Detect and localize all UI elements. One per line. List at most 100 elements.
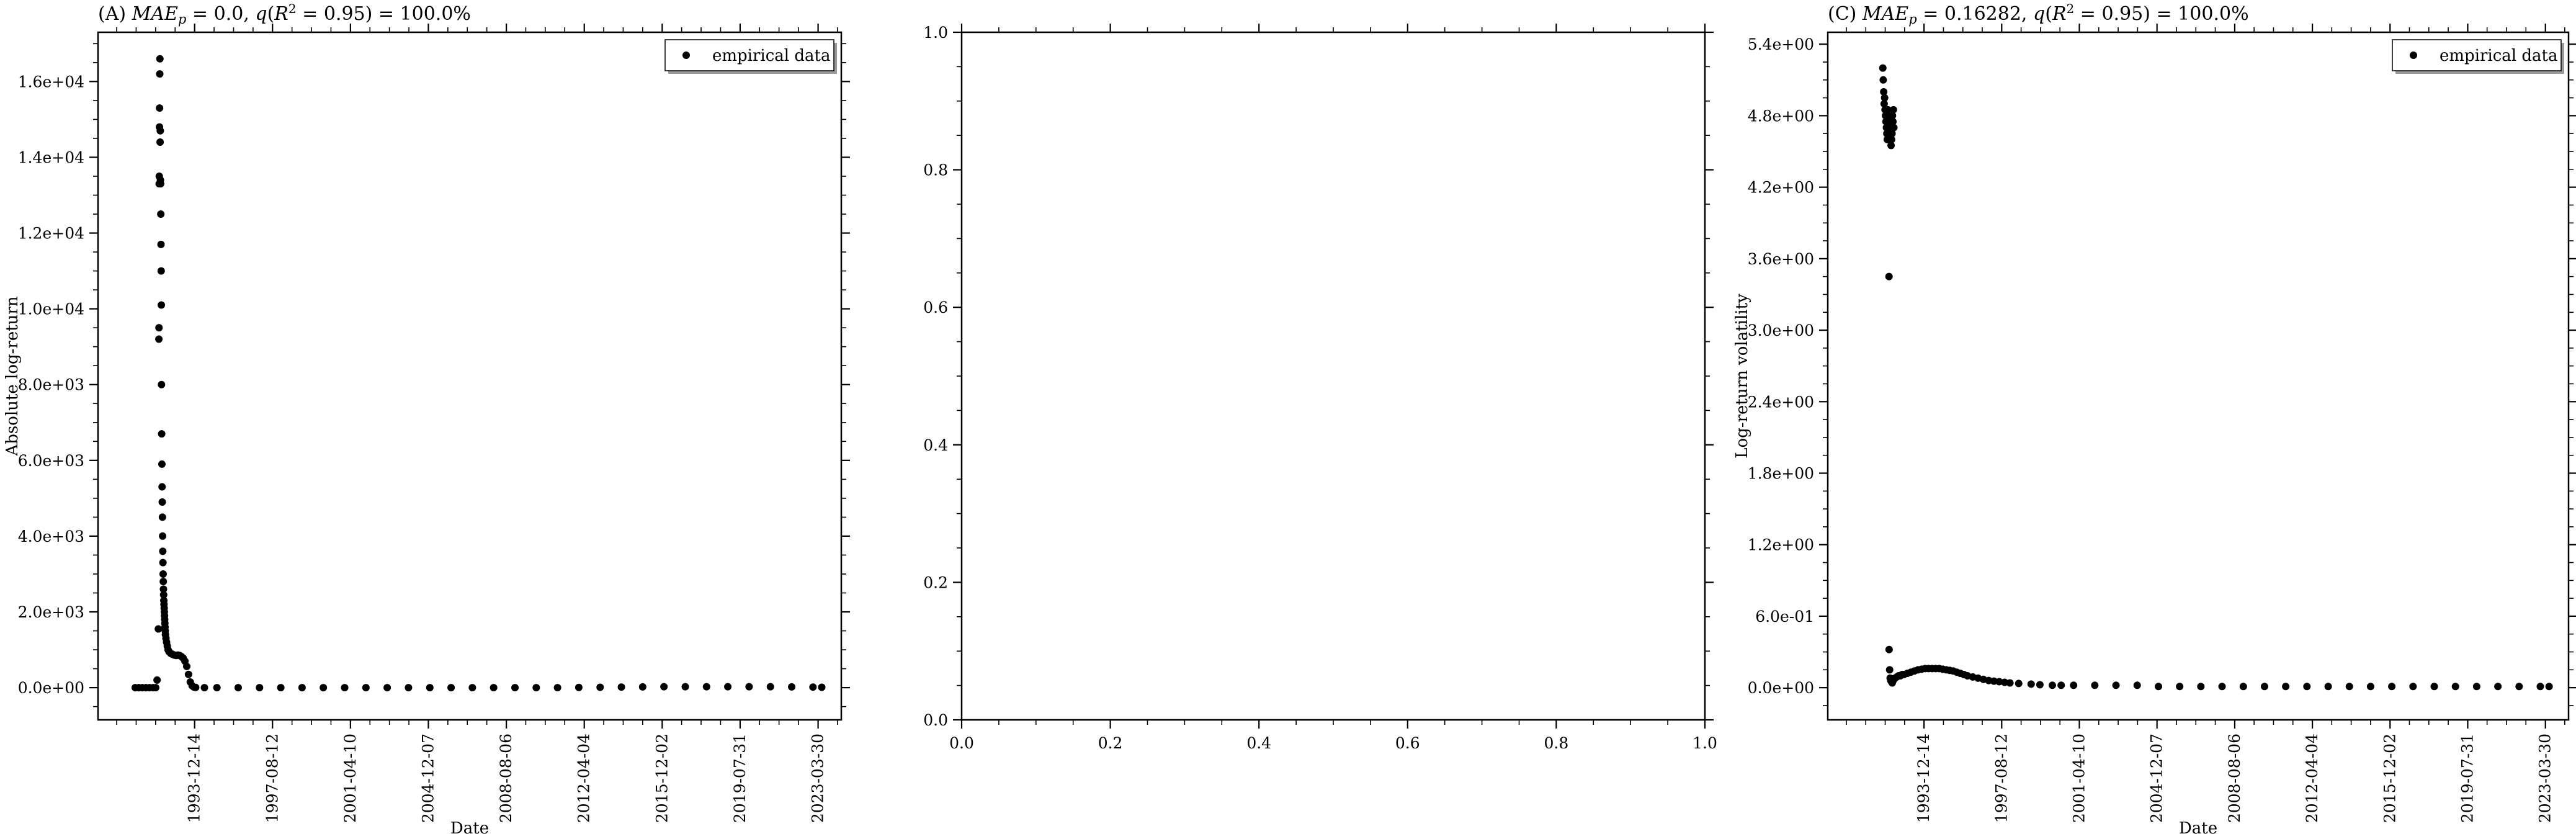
x-axis-label: Date bbox=[450, 819, 489, 838]
data-point bbox=[2451, 683, 2459, 691]
data-point bbox=[468, 684, 476, 692]
data-point bbox=[159, 532, 167, 540]
data-point bbox=[2015, 680, 2023, 688]
data-point bbox=[2409, 683, 2417, 691]
data-point bbox=[213, 684, 221, 692]
data-point bbox=[490, 684, 498, 692]
y-tick-label: 1.8e+00 bbox=[1748, 465, 1814, 483]
data-point bbox=[2155, 683, 2163, 691]
data-point bbox=[766, 683, 774, 691]
data-point bbox=[2494, 683, 2502, 691]
data-point bbox=[532, 684, 540, 692]
data-point bbox=[277, 684, 285, 692]
x-tick-label: 2008-08-06 bbox=[497, 734, 515, 823]
data-point bbox=[2070, 681, 2078, 689]
data-point bbox=[2091, 681, 2099, 689]
y-tick-label: 0.0 bbox=[923, 711, 948, 729]
data-point bbox=[2048, 681, 2056, 689]
x-tick-label: 1997-08-12 bbox=[263, 734, 281, 823]
y-tick-label: 0.0e+00 bbox=[1748, 679, 1814, 697]
x-tick-label: 0.2 bbox=[1098, 734, 1123, 752]
data-point bbox=[154, 625, 163, 633]
y-tick-label: 3.6e+00 bbox=[1748, 250, 1814, 268]
data-point bbox=[2430, 683, 2438, 691]
data-point bbox=[809, 683, 817, 691]
title-mae-sub: p bbox=[1908, 12, 1916, 27]
data-point bbox=[2366, 683, 2374, 691]
legend-marker bbox=[682, 52, 690, 59]
y-tick-label: 1.2e+04 bbox=[18, 225, 84, 243]
data-point bbox=[1879, 76, 1887, 84]
data-point bbox=[1890, 123, 1898, 132]
data-point bbox=[1884, 105, 1892, 114]
data-point bbox=[1889, 118, 1897, 126]
x-tick-label: 2012-04-04 bbox=[2303, 734, 2321, 823]
data-point bbox=[158, 498, 166, 506]
data-point bbox=[575, 683, 583, 691]
data-point bbox=[2515, 683, 2523, 691]
data-point bbox=[159, 547, 167, 555]
data-point bbox=[1889, 112, 1897, 120]
title-paren: ( bbox=[267, 3, 275, 25]
y-axis-label: Log-return volatility bbox=[1733, 294, 1751, 459]
legend-marker bbox=[2410, 52, 2417, 59]
data-point bbox=[159, 570, 167, 578]
data-point bbox=[1880, 88, 1888, 96]
data-point bbox=[2133, 681, 2141, 689]
data-point bbox=[447, 684, 455, 692]
data-point bbox=[157, 267, 165, 275]
data-point bbox=[2006, 679, 2014, 687]
data-point bbox=[2176, 683, 2184, 691]
x-tick-label: 0.4 bbox=[1246, 734, 1271, 752]
panel-B: 0.0 0.2 0.4 0.6 0.8 1.0 0.0 0.2 0.4 0.6 0.8 1.0 bbox=[923, 24, 1717, 752]
data-point bbox=[362, 684, 370, 692]
data-point bbox=[2388, 683, 2396, 691]
axes-frame bbox=[1827, 31, 2570, 721]
y-tick-label: 2.4e+00 bbox=[1748, 393, 1814, 411]
title-prefix: (C) bbox=[1828, 3, 1863, 25]
data-point bbox=[156, 104, 164, 112]
x-tick-label: 2004-12-07 bbox=[2148, 734, 2166, 823]
data-point bbox=[151, 684, 159, 692]
data-point bbox=[234, 684, 242, 692]
title-q: q bbox=[2033, 3, 2045, 25]
data-point bbox=[157, 210, 165, 218]
chart-title: (A) MAEp = 0.0, q(R2 = 0.95) = 100.0% bbox=[98, 1, 471, 27]
series-empirical-data bbox=[1879, 64, 2553, 691]
y-tick-label: 2.0e+03 bbox=[18, 603, 84, 621]
data-point bbox=[158, 301, 166, 309]
data-point bbox=[200, 684, 208, 692]
data-point bbox=[660, 683, 668, 691]
data-point bbox=[1887, 135, 1895, 143]
y-tick-label: 1.0e+04 bbox=[18, 300, 84, 318]
data-point bbox=[2536, 683, 2544, 691]
x-tick-label: 0.0 bbox=[949, 734, 974, 752]
x-tick-label: 2001-04-10 bbox=[341, 734, 359, 823]
data-point bbox=[182, 662, 190, 670]
x-tick-label: 2015-12-02 bbox=[2381, 734, 2399, 823]
title-r-sup: 2 bbox=[2067, 1, 2075, 16]
axes-frame bbox=[960, 31, 1706, 721]
data-point bbox=[2282, 683, 2290, 691]
data-point bbox=[724, 683, 732, 691]
data-point bbox=[156, 180, 164, 188]
data-point bbox=[2057, 681, 2065, 689]
y-tick-label: 0.0e+00 bbox=[18, 679, 84, 697]
data-point bbox=[158, 380, 166, 388]
data-point bbox=[158, 483, 166, 491]
x-tick-label: 2001-04-10 bbox=[2070, 734, 2088, 823]
x-tick-label: 1993-12-14 bbox=[186, 734, 203, 823]
title-mae: MAE bbox=[1862, 3, 1908, 25]
data-point bbox=[2218, 683, 2226, 691]
x-tick-label: 0.8 bbox=[1544, 734, 1569, 752]
data-point bbox=[1889, 105, 1897, 114]
data-point bbox=[2545, 683, 2553, 691]
y-tick-label: 1.6e+04 bbox=[18, 73, 84, 91]
x-tick-label: 2015-12-02 bbox=[653, 734, 671, 823]
title-mae-sub: p bbox=[178, 12, 186, 27]
data-point bbox=[2303, 683, 2311, 691]
data-point bbox=[153, 676, 161, 684]
data-point bbox=[681, 683, 689, 691]
data-point bbox=[159, 578, 168, 586]
data-point bbox=[1885, 666, 1894, 674]
